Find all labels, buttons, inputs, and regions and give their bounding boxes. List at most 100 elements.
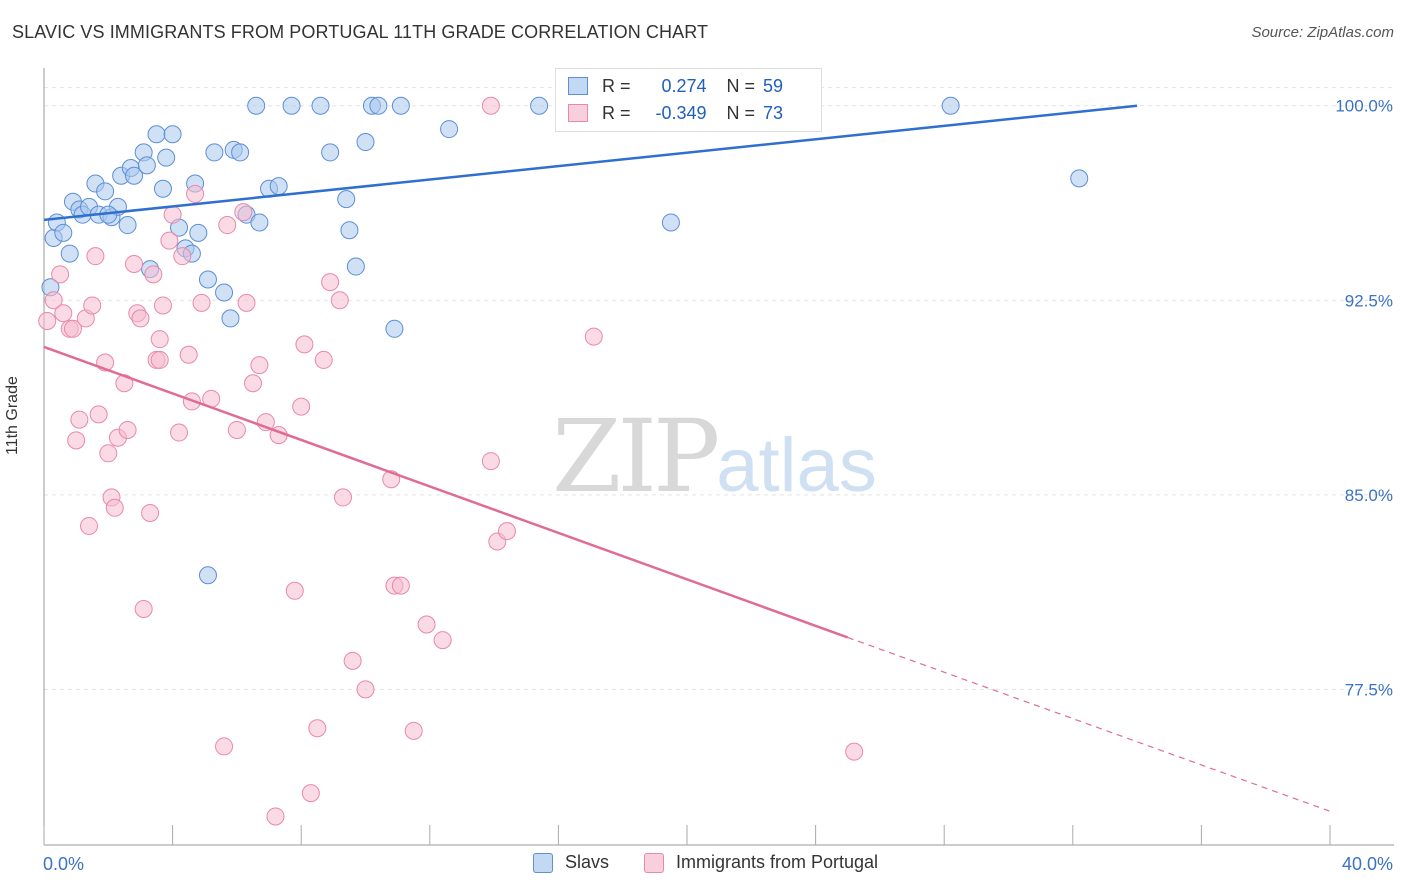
data-point-portugal <box>99 444 118 463</box>
legend-label-portugal: Immigrants from Portugal <box>676 852 879 872</box>
data-point-portugal <box>51 265 70 284</box>
data-point-slavs <box>205 143 224 162</box>
data-point-slavs <box>661 213 680 232</box>
data-point-portugal <box>234 203 253 222</box>
stats-swatch-portugal <box>568 104 588 122</box>
stats-n-label: N = <box>726 75 756 96</box>
data-point-portugal <box>343 651 362 670</box>
data-point-slavs <box>198 566 217 585</box>
stats-n-value: 59 <box>763 75 784 96</box>
y-tick-label: 92.5% <box>1345 291 1393 310</box>
data-point-portugal <box>285 581 304 600</box>
data-point-portugal <box>356 680 375 699</box>
trend-line-portugal <box>43 345 849 639</box>
data-point-slavs <box>340 221 359 240</box>
data-point-portugal <box>417 615 436 634</box>
stats-r-value: 0.274 <box>661 75 707 96</box>
data-point-portugal <box>237 293 256 312</box>
data-point-portugal <box>333 488 352 507</box>
data-point-portugal <box>80 516 99 535</box>
data-point-portugal <box>433 631 452 650</box>
data-point-slavs <box>125 166 144 185</box>
data-point-portugal <box>186 184 205 203</box>
data-point-portugal <box>105 498 124 517</box>
data-point-slavs <box>215 283 234 302</box>
data-point-slavs <box>163 125 182 144</box>
data-point-portugal <box>173 247 192 266</box>
legend-item-portugal[interactable]: Immigrants from Portugal <box>644 852 878 873</box>
data-point-portugal <box>86 247 105 266</box>
data-point-portugal <box>63 319 82 338</box>
data-point-portugal <box>404 721 423 740</box>
stats-r-label: R = <box>602 75 631 96</box>
data-point-portugal <box>44 291 63 310</box>
y-tick-label: 77.5% <box>1345 680 1393 699</box>
data-point-slavs <box>147 125 166 144</box>
data-point-portugal <box>83 296 102 315</box>
data-point-portugal <box>250 356 269 375</box>
data-point-portugal <box>584 327 603 346</box>
data-point-portugal <box>141 503 160 522</box>
data-point-portugal <box>295 335 314 354</box>
stats-n-label: N = <box>726 102 756 123</box>
data-point-portugal <box>54 304 73 323</box>
legend-item-slavs[interactable]: Slavs <box>533 852 609 873</box>
data-point-slavs <box>189 223 208 242</box>
watermark-atlas: atlas <box>716 423 877 508</box>
stats-n-value: 73 <box>763 102 784 123</box>
trend-line-slavs <box>43 104 1138 222</box>
data-point-portugal <box>330 291 349 310</box>
data-point-portugal <box>163 205 182 224</box>
data-point-portugal <box>67 431 86 450</box>
data-point-slavs <box>440 120 459 139</box>
data-point-portugal <box>481 452 500 471</box>
data-point-portugal <box>70 410 89 429</box>
data-point-portugal <box>131 309 150 328</box>
data-point-slavs <box>250 213 269 232</box>
watermark-zip: ZIP <box>552 398 720 515</box>
data-point-slavs <box>118 216 137 235</box>
data-point-slavs <box>157 148 176 167</box>
data-point-slavs <box>1070 169 1089 188</box>
data-point-portugal <box>391 576 410 595</box>
data-point-portugal <box>170 423 189 442</box>
legend-label-slavs: Slavs <box>565 852 610 872</box>
source-label: Source: ZipAtlas.com <box>1251 24 1394 41</box>
data-point-portugal <box>301 784 320 803</box>
data-point-portugal <box>150 350 169 369</box>
data-point-portugal <box>314 350 333 369</box>
stats-box: R = 0.274 N = 59 R = -0.349 N = 73 <box>555 68 822 132</box>
data-point-slavs <box>346 257 365 276</box>
data-point-portugal <box>179 345 198 364</box>
data-point-portugal <box>292 397 311 416</box>
data-point-slavs <box>153 179 172 198</box>
chart-title: SLAVIC VS IMMIGRANTS FROM PORTUGAL 11TH … <box>12 22 709 42</box>
data-point-slavs <box>60 244 79 263</box>
y-tick-label: 100.0% <box>1335 97 1393 116</box>
data-point-portugal <box>321 273 340 292</box>
data-point-slavs <box>941 96 960 115</box>
stats-row-portugal: R = -0.349 N = 73 <box>568 101 783 125</box>
data-point-portugal <box>89 405 108 424</box>
data-point-slavs <box>311 96 330 115</box>
data-point-slavs <box>96 182 115 201</box>
data-point-portugal <box>38 312 57 331</box>
data-point-portugal <box>308 719 327 738</box>
legend-swatch-slavs <box>533 852 553 873</box>
stats-swatch-slavs <box>568 77 588 95</box>
x-tick-label: 0.0% <box>43 854 84 874</box>
data-point-portugal <box>845 742 864 761</box>
data-point-slavs <box>137 156 156 175</box>
data-point-slavs <box>385 319 404 338</box>
data-point-portugal <box>243 374 262 393</box>
data-point-portugal <box>144 265 163 284</box>
trend-line-extension-portugal <box>847 636 1331 812</box>
data-point-portugal <box>215 737 234 756</box>
data-point-portugal <box>227 420 246 439</box>
data-point-portugal <box>125 254 144 273</box>
data-point-slavs <box>198 270 217 289</box>
data-point-slavs <box>321 143 340 162</box>
data-point-portugal <box>218 216 237 235</box>
data-point-slavs <box>391 96 410 115</box>
